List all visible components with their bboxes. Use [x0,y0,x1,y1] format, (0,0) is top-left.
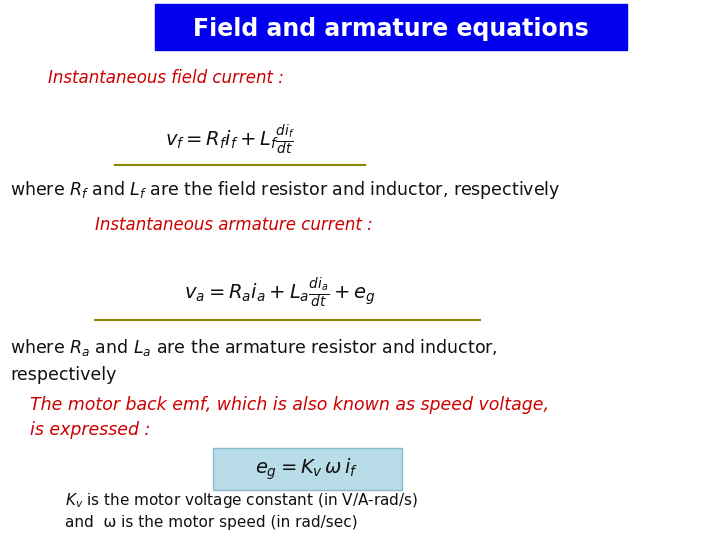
Text: where $R_f$ and $L_f$ are the field resistor and inductor, respectively: where $R_f$ and $L_f$ are the field resi… [10,179,560,201]
Text: The motor back emf, which is also known as speed voltage,: The motor back emf, which is also known … [30,396,549,414]
Text: respectively: respectively [10,366,117,384]
Text: where $R_a$ and $L_a$ are the armature resistor and inductor,: where $R_a$ and $L_a$ are the armature r… [10,338,498,359]
Text: $v_f = R_f i_f + L_f \frac{di_f}{dt}$: $v_f = R_f i_f + L_f \frac{di_f}{dt}$ [165,123,294,157]
Text: $K_v$ is the motor voltage constant (in V/A-rad/s): $K_v$ is the motor voltage constant (in … [65,490,418,510]
Text: Field and armature equations: Field and armature equations [193,17,589,41]
FancyBboxPatch shape [155,4,627,50]
FancyBboxPatch shape [213,448,402,490]
Text: is expressed :: is expressed : [30,421,150,439]
Text: Instantaneous field current :: Instantaneous field current : [48,69,284,87]
Text: $e_g = K_v\,\omega\,i_f$: $e_g = K_v\,\omega\,i_f$ [256,456,359,482]
Text: and  ω is the motor speed (in rad/sec): and ω is the motor speed (in rad/sec) [65,516,358,530]
Text: $v_a = R_a i_a + L_a \frac{di_a}{dt} + e_g$: $v_a = R_a i_a + L_a \frac{di_a}{dt} + e… [184,276,376,310]
Text: Instantaneous armature current :: Instantaneous armature current : [95,216,373,234]
